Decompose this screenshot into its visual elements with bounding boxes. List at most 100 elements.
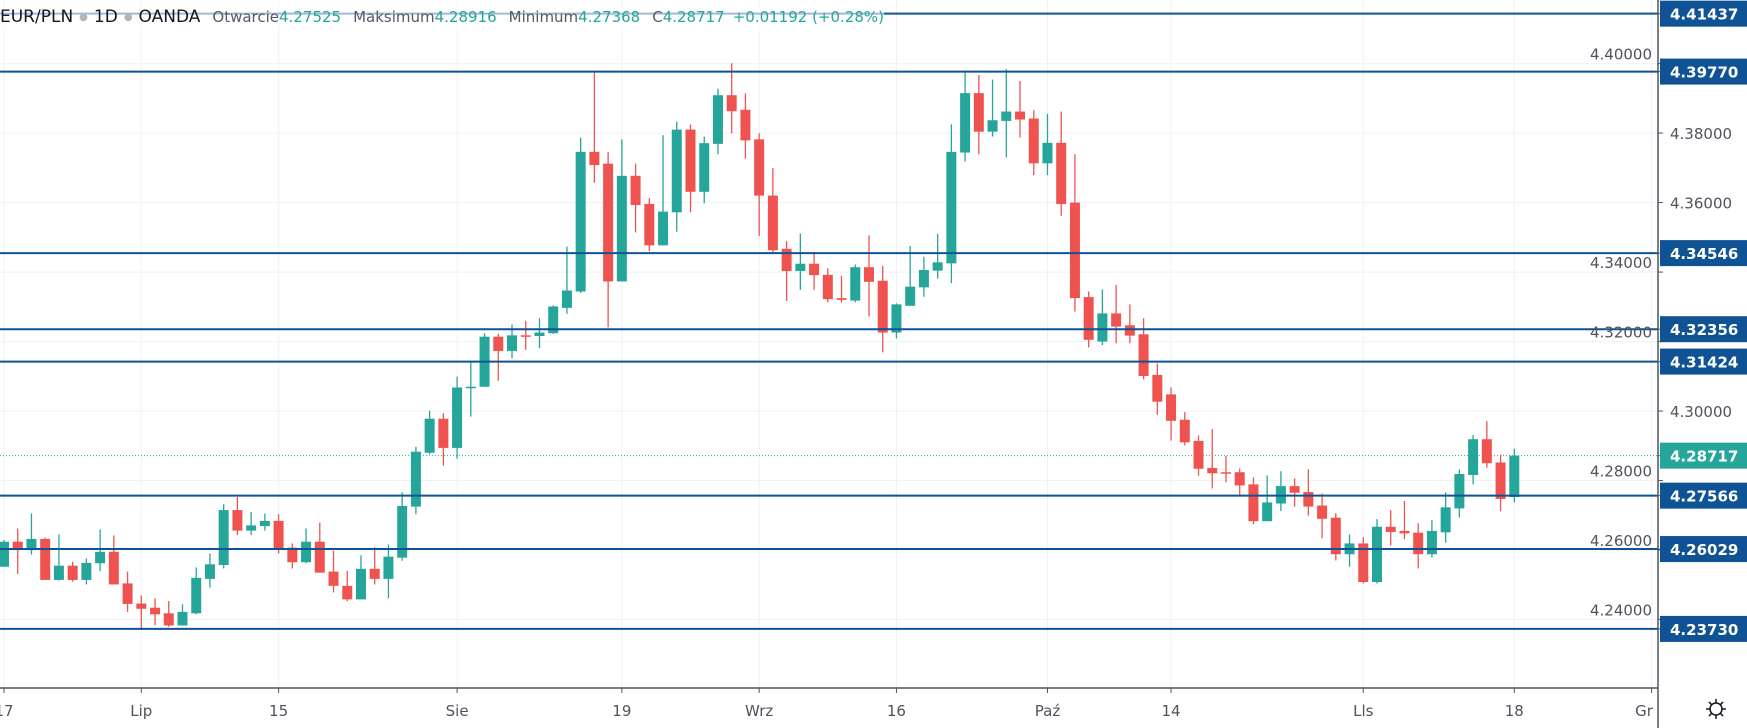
candle (314, 522, 325, 573)
candle-body (1262, 502, 1273, 522)
candle (589, 70, 600, 183)
candle-body (410, 451, 421, 507)
candle-body (1413, 532, 1424, 555)
symbol-name[interactable]: EUR/PLN (0, 7, 74, 27)
candle-body (53, 565, 64, 580)
candle (246, 511, 257, 536)
candle-body (493, 336, 504, 351)
candle-body (287, 547, 298, 563)
chart-settings-button[interactable] (1700, 694, 1732, 724)
change-value: +0.01192 (+0.28%) (732, 8, 885, 26)
candle-body (397, 505, 408, 558)
candle (767, 167, 778, 254)
candle (1042, 113, 1053, 176)
candle-body (218, 510, 229, 565)
candle (1015, 80, 1026, 138)
candle (122, 571, 133, 612)
candle (355, 555, 366, 600)
candle (520, 320, 531, 350)
candle-body (822, 274, 833, 300)
candle (1385, 510, 1396, 546)
time-tick-label: Wrz (745, 702, 773, 720)
candle-body (1303, 492, 1314, 507)
candle (1330, 513, 1341, 561)
price-tick-label: 4.26000 (1590, 532, 1652, 550)
candle-body (40, 538, 51, 580)
candle-body (26, 538, 37, 551)
level-price-badge-bg (1660, 615, 1747, 642)
price-tick-label: 4.40000 (1590, 46, 1652, 64)
time-tick-label: Lls (1353, 702, 1374, 720)
candle-body (1330, 517, 1341, 555)
candle-body (1179, 419, 1190, 443)
candle (1248, 477, 1259, 525)
time-tick-label: 19 (612, 702, 631, 720)
level-price-badge: 4.39770 (1670, 64, 1738, 82)
candle-body (699, 143, 710, 192)
candle (493, 333, 504, 381)
level-price-badge: 4.26029 (1670, 541, 1738, 559)
candle (616, 139, 627, 282)
candle (1317, 493, 1328, 539)
candle (1056, 111, 1067, 216)
candle-body (1468, 439, 1479, 475)
candle-body (589, 151, 600, 166)
candle (67, 561, 78, 582)
level-price-badge-bg (1660, 348, 1747, 375)
candle (177, 604, 188, 626)
last-price-badge-bg (1660, 442, 1747, 469)
candle (465, 360, 476, 417)
candle (136, 595, 147, 630)
candle-body (1385, 526, 1396, 532)
candle (1234, 468, 1245, 496)
candle (81, 558, 92, 585)
candle (1207, 429, 1218, 489)
candle-body (81, 562, 92, 580)
candle-body (1440, 507, 1451, 533)
candle-body (561, 290, 572, 308)
interval[interactable]: 1D (93, 7, 118, 27)
level-price-badge-bg (1660, 0, 1747, 27)
candle (40, 537, 51, 580)
candle-body (1111, 313, 1122, 327)
candle-body (836, 298, 847, 300)
candle-body (0, 541, 9, 567)
time-tick-label: 16 (887, 702, 906, 720)
price-tick-label: 4.34000 (1590, 254, 1652, 272)
candle (191, 567, 202, 615)
high-label: Maksimum (353, 8, 435, 26)
time-tick-label: 17 (0, 702, 14, 720)
candle-body (314, 541, 325, 573)
candle (369, 547, 380, 585)
candle (836, 275, 847, 303)
chart-legend: EUR/PLN ● 1D ● OANDA Otwarcie 4.27525 Ma… (0, 5, 885, 29)
candle (1124, 304, 1135, 344)
candle (603, 151, 614, 328)
candle (1289, 478, 1300, 507)
candle (1344, 534, 1355, 567)
candle-body (548, 306, 559, 334)
candle (1275, 471, 1286, 512)
candle-body (122, 583, 133, 604)
level-price-badge-bg (1660, 536, 1747, 563)
candle-body (767, 195, 778, 251)
candle (0, 539, 9, 567)
candle-body (1124, 325, 1135, 336)
candle (1481, 421, 1492, 468)
candle (1509, 448, 1520, 503)
candle (891, 303, 902, 339)
candle-body (369, 568, 380, 579)
candle (960, 71, 971, 162)
candle-body (1015, 111, 1026, 120)
time-tick-label: Paź (1035, 702, 1061, 720)
candle (424, 410, 435, 455)
candle-body (1234, 472, 1245, 486)
candle (479, 333, 490, 387)
candle-body (905, 286, 916, 306)
candle (1166, 387, 1177, 441)
close-label: C (652, 8, 663, 26)
separator-dot: ● (79, 11, 88, 23)
candle-body (1042, 142, 1053, 164)
candle (575, 137, 586, 293)
